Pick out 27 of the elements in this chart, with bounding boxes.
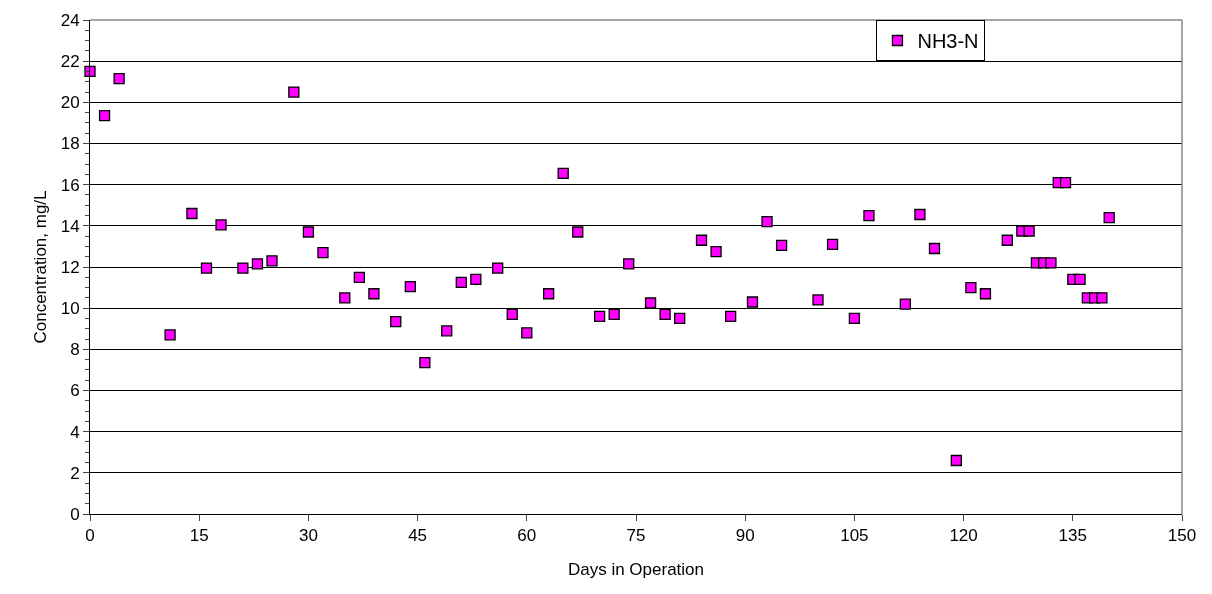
x-tick-label: 15 (189, 526, 209, 546)
x-tick-label: 135 (1058, 526, 1087, 546)
x-tick-label: 30 (298, 526, 318, 546)
y-tick-label: 18 (60, 134, 80, 154)
y-tick-label: 10 (60, 299, 80, 319)
x-tick-label: 60 (517, 526, 537, 546)
y-tick-label: 14 (60, 216, 80, 236)
y-tick-label: 20 (60, 93, 80, 113)
y-tick-label: 24 (60, 10, 80, 30)
legend-label: NH3-N (917, 30, 979, 53)
x-tick-label: 150 (1167, 526, 1197, 546)
y-tick-label: 4 (70, 422, 80, 442)
y-tick-label: 12 (60, 257, 80, 277)
y-axis-title: Concentration, mg/L (31, 190, 50, 344)
y-tick-label: 2 (70, 463, 80, 483)
y-tick-label: 16 (60, 175, 80, 195)
x-tick-label: 45 (408, 526, 428, 546)
y-tick-label: 6 (70, 381, 80, 401)
x-tick-label: 105 (840, 526, 869, 546)
x-axis-title: Days in Operation (567, 560, 705, 579)
y-tick-label: 8 (70, 340, 80, 360)
y-tick-label: 22 (60, 52, 80, 72)
x-tick-label: 75 (626, 526, 646, 546)
y-tick-label: 0 (70, 504, 80, 524)
x-tick-label: 90 (735, 526, 755, 546)
x-tick-label: 0 (85, 526, 95, 546)
x-tick-label: 120 (949, 526, 978, 546)
